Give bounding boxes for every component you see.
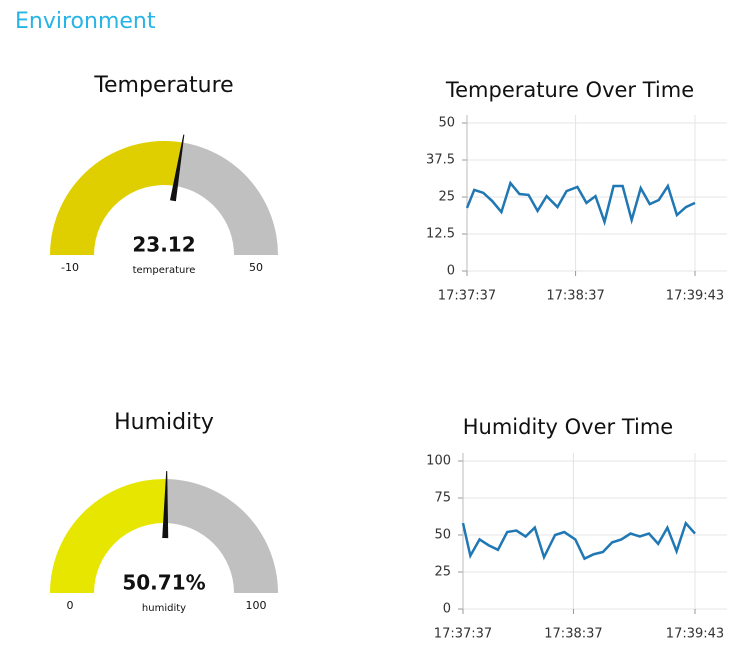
y-tick-label: 12.5 bbox=[426, 227, 455, 242]
gauge-track bbox=[165, 479, 278, 593]
gauge-track bbox=[175, 142, 278, 255]
gauge-value: 23.12 bbox=[132, 233, 195, 257]
group-title: Environment bbox=[15, 9, 156, 34]
y-tick-label: 50 bbox=[438, 116, 455, 131]
x-tick-label: 17:39:43 bbox=[666, 627, 724, 642]
gauge-max: 100 bbox=[246, 599, 267, 612]
gauge-value: 50.71% bbox=[122, 571, 205, 595]
x-tick-label: 17:37:37 bbox=[438, 289, 496, 304]
gauge-fill bbox=[50, 478, 167, 593]
y-tick-label: 50 bbox=[434, 528, 451, 543]
gauge-needle bbox=[162, 471, 169, 539]
gauge-min: -10 bbox=[61, 261, 79, 274]
x-tick-label: 17:38:37 bbox=[546, 289, 604, 304]
gauge-label: humidity bbox=[142, 603, 186, 614]
line-series bbox=[465, 180, 696, 227]
y-tick-label: 37.5 bbox=[426, 153, 455, 168]
chart-title: Humidity Over Time bbox=[463, 415, 673, 439]
y-tick-label: 0 bbox=[443, 602, 451, 617]
y-tick-label: 25 bbox=[434, 565, 451, 580]
gauge-needle bbox=[169, 134, 185, 202]
gauge-title: Humidity bbox=[114, 410, 214, 435]
y-tick-label: 100 bbox=[426, 454, 451, 469]
gauge-min: 0 bbox=[67, 599, 74, 612]
chart-title: Temperature Over Time bbox=[445, 78, 694, 102]
y-tick-label: 75 bbox=[434, 491, 451, 506]
x-tick-label: 17:38:37 bbox=[544, 627, 602, 642]
gauge-label: temperature bbox=[133, 265, 196, 276]
gauge-fill bbox=[50, 141, 183, 255]
gauge-title: Temperature bbox=[93, 73, 233, 98]
gauge-max: 50 bbox=[249, 261, 263, 274]
line-series bbox=[461, 520, 696, 561]
x-tick-label: 17:37:37 bbox=[434, 627, 492, 642]
y-tick-label: 0 bbox=[447, 264, 455, 279]
x-tick-label: 17:39:43 bbox=[666, 289, 724, 304]
y-tick-label: 25 bbox=[438, 190, 455, 205]
